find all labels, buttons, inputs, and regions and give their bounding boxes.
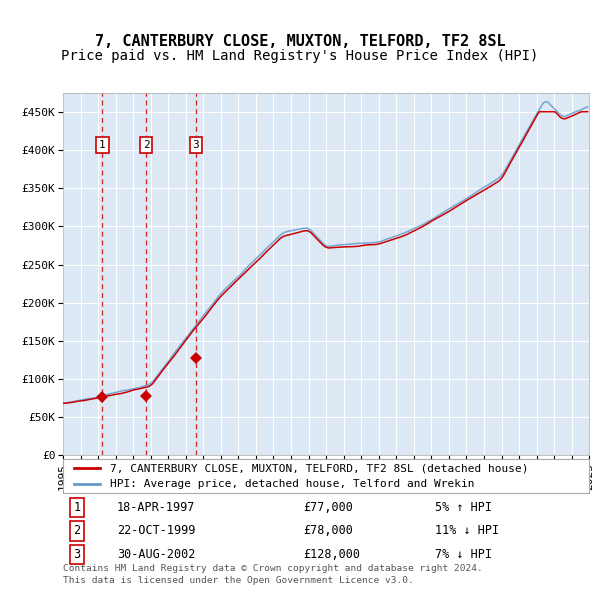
Text: 7, CANTERBURY CLOSE, MUXTON, TELFORD, TF2 8SL (detached house): 7, CANTERBURY CLOSE, MUXTON, TELFORD, TF… (110, 463, 529, 473)
Text: 5% ↑ HPI: 5% ↑ HPI (435, 501, 492, 514)
Text: 2: 2 (73, 525, 80, 537)
Text: 7% ↓ HPI: 7% ↓ HPI (435, 548, 492, 561)
Text: 11% ↓ HPI: 11% ↓ HPI (435, 525, 499, 537)
Text: HPI: Average price, detached house, Telford and Wrekin: HPI: Average price, detached house, Telf… (110, 479, 475, 489)
Text: £128,000: £128,000 (303, 548, 360, 561)
Text: 3: 3 (73, 548, 80, 561)
Text: 1: 1 (99, 140, 106, 150)
Text: 22-OCT-1999: 22-OCT-1999 (117, 525, 196, 537)
Text: 1: 1 (73, 501, 80, 514)
Text: 30-AUG-2002: 30-AUG-2002 (117, 548, 196, 561)
Text: 18-APR-1997: 18-APR-1997 (117, 501, 196, 514)
Text: 7, CANTERBURY CLOSE, MUXTON, TELFORD, TF2 8SL: 7, CANTERBURY CLOSE, MUXTON, TELFORD, TF… (95, 34, 505, 49)
Text: Price paid vs. HM Land Registry's House Price Index (HPI): Price paid vs. HM Land Registry's House … (61, 49, 539, 63)
Text: Contains HM Land Registry data © Crown copyright and database right 2024.
This d: Contains HM Land Registry data © Crown c… (63, 565, 483, 585)
Text: 2: 2 (143, 140, 149, 150)
Text: £77,000: £77,000 (303, 501, 353, 514)
Text: £78,000: £78,000 (303, 525, 353, 537)
Text: 3: 3 (193, 140, 199, 150)
